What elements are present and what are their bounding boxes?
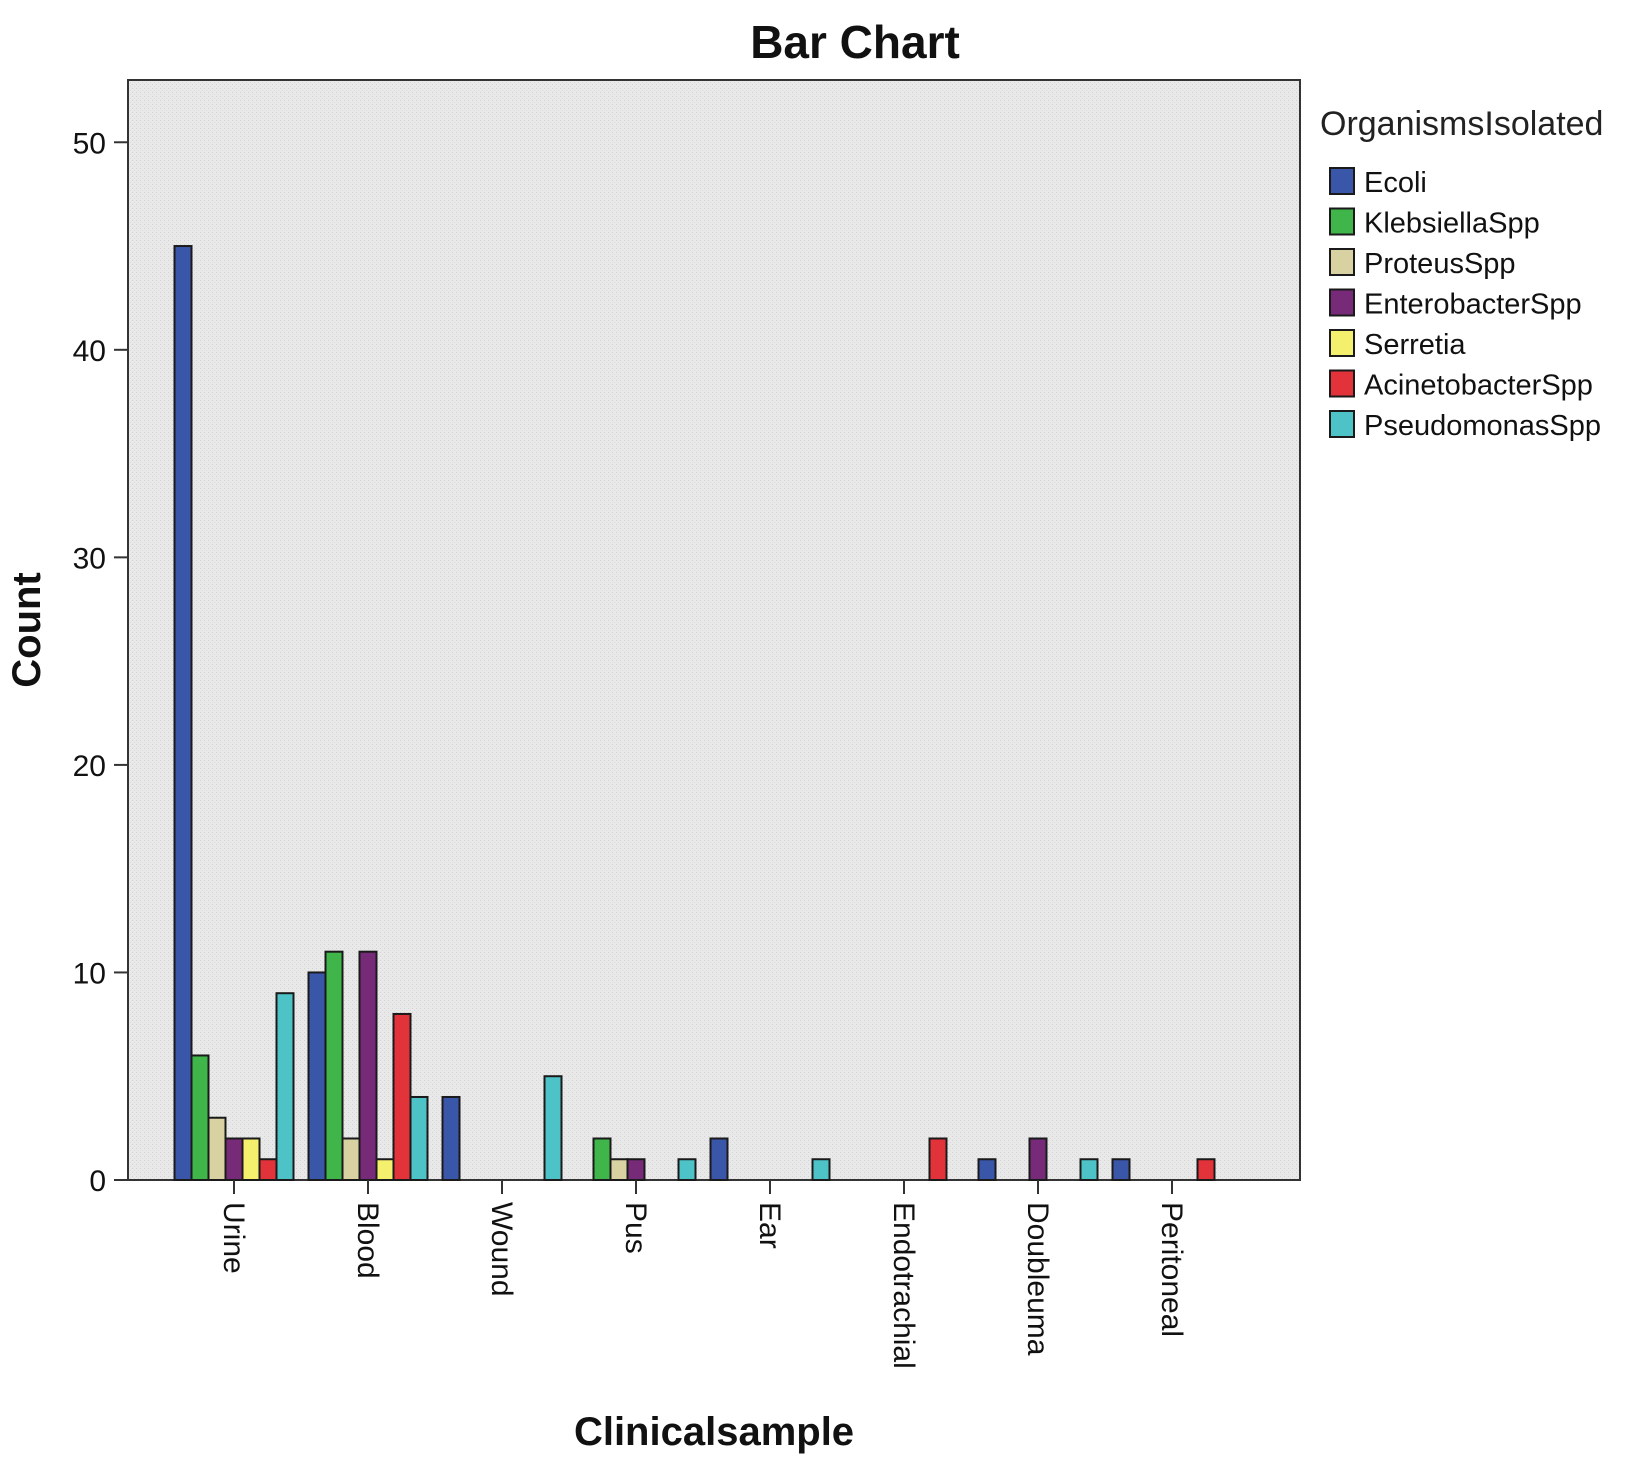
legend-label: AcinetobacterSpp [1364,370,1593,402]
legend-swatch-serretia [1329,329,1355,357]
bar-peritoneal-acinetobacterspp [1196,1158,1216,1181]
legend-label: PseudomonasSpp [1364,410,1601,442]
y-axis-title: Count [5,572,49,688]
bar-urine-enterobacterspp [224,1137,244,1182]
bar-urine-proteusspp [207,1116,227,1181]
y-tick-label: 50 [73,127,106,160]
legend-swatch-enterobacterspp [1329,288,1355,317]
bar-ear-pseudomonasspp [811,1158,831,1181]
x-category-label: Wound [485,1202,518,1297]
x-axis: Urine Blood Wound Pus Ear Endotrachial Doubleu… [217,1180,1188,1369]
legend-label: Serretia [1364,329,1466,361]
bar-urine-pseudomonasspp [275,992,295,1181]
legend-swatch-acinetobacterspp [1329,369,1355,398]
legend-label: EnterobacterSpp [1364,289,1582,321]
bar-blood-enterobacterspp [358,950,378,1181]
bar-peritoneal-ecoli [1111,1158,1131,1181]
bar-wound-pseudomonasspp [543,1075,563,1182]
y-tick-label: 20 [73,750,106,783]
bar-urine-ecoli [173,245,193,1182]
bar-pus-pseudomonasspp [677,1158,697,1181]
bar-ear-ecoli [709,1137,729,1182]
bar-doubleuma-ecoli [977,1158,997,1181]
bar-blood-acinetobacterspp [392,1012,412,1182]
bar-pus-klebsiellaspp [592,1137,612,1182]
bar-blood-ecoli [307,971,327,1181]
legend-label: ProteusSpp [1364,248,1516,280]
legend: OrganismsIsolated Ecoli KlebsiellaSpp Prot… [1320,105,1603,442]
legend-label: KlebsiellaSpp [1364,208,1540,240]
bar-pus-enterobacterspp [626,1158,646,1181]
x-category-label: Pus [619,1202,652,1254]
x-category-label: Blood [351,1202,384,1279]
y-axis: 0 10 20 30 40 50 [73,127,128,1198]
bar-doubleuma-pseudomonasspp [1079,1158,1099,1181]
legend-items: Ecoli KlebsiellaSpp ProteusSpp Enterobacter… [1329,167,1601,442]
bar-blood-proteusspp [341,1137,361,1182]
y-tick-label: 0 [89,1165,106,1198]
bar-pus-proteusspp [609,1158,629,1181]
bar-urine-acinetobacterspp [258,1158,278,1181]
x-category-label: Peritoneal [1155,1202,1188,1337]
y-tick-label: 10 [73,957,106,990]
plot-area [127,79,1301,1181]
x-axis-title: Clinicalsample [574,1410,854,1454]
bar-urine-klebsiellaspp [190,1054,210,1181]
bar-wound-ecoli [441,1095,461,1181]
chart-title: Bar Chart [750,16,960,68]
bar-endotrachial-acinetobacterspp [928,1137,948,1182]
legend-swatch-proteusspp [1329,248,1355,276]
bar-urine-serretia [241,1137,261,1182]
bar-blood-klebsiellaspp [324,950,344,1181]
legend-label: Ecoli [1364,167,1427,199]
x-category-label: Doubleuma [1021,1202,1054,1356]
y-tick-label: 30 [73,542,106,575]
legend-title: OrganismsIsolated [1320,105,1603,143]
legend-swatch-ecoli [1329,167,1355,195]
y-tick-label: 40 [73,335,106,368]
legend-swatch-pseudomonasspp [1329,410,1355,438]
bar-doubleuma-enterobacterspp [1028,1137,1048,1182]
legend-swatch-klebsiellaspp [1329,207,1355,236]
bar-blood-serretia [375,1158,395,1181]
x-category-label: Urine [217,1202,250,1274]
x-category-label: Endotrachial [887,1202,920,1369]
bar-blood-pseudomonasspp [409,1095,429,1181]
x-category-label: Ear [753,1202,786,1249]
